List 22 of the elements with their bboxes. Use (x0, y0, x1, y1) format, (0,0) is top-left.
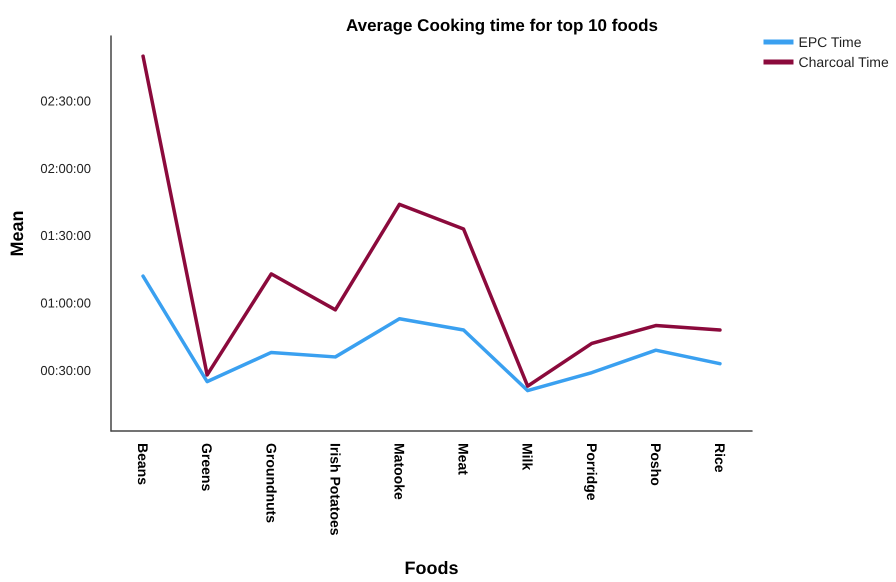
x-axis-title: Foods (404, 558, 458, 578)
x-tick-label: Milk (520, 443, 536, 470)
x-tick-label: Rice (712, 443, 728, 473)
y-tick-label: 02:00:00 (40, 160, 91, 176)
x-tick-label: Posho (648, 443, 664, 486)
legend-label: EPC Time (798, 34, 862, 50)
x-tick-label: Groundnuts (263, 443, 280, 524)
x-tick-label: Meat (456, 443, 472, 476)
chart-title: Average Cooking time for top 10 foods (346, 16, 658, 35)
x-tick-label: Beans (135, 443, 152, 486)
y-tick-label: 01:30:00 (40, 228, 91, 244)
y-tick-label: 00:30:00 (40, 362, 91, 378)
x-tick-label: Porridge (584, 443, 600, 501)
y-tick-label: 01:00:00 (40, 296, 91, 311)
y-tick-label: 02:30:00 (40, 94, 91, 109)
x-tick-label: Irish Potatoes (327, 443, 344, 536)
y-axis-title: Mean (7, 210, 27, 257)
legend-label: Charcoal Time (798, 54, 889, 70)
x-tick-label: Matooke (391, 443, 408, 500)
line-series (141, 54, 722, 388)
line-series (141, 274, 722, 392)
x-tick-label: Greens (199, 443, 216, 492)
